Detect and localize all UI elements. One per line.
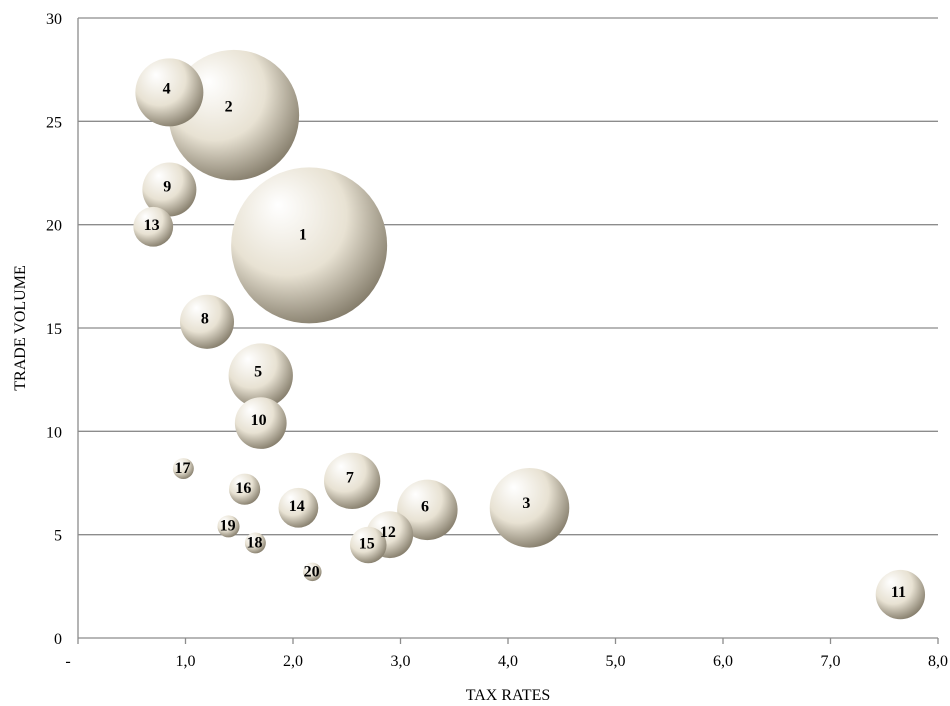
y-tick-label: 10 bbox=[46, 424, 62, 441]
y-tick-label: 15 bbox=[46, 321, 62, 338]
x-tick-label: - bbox=[65, 653, 70, 670]
bubble-label-17: 17 bbox=[175, 460, 191, 477]
x-tick-label: 2,0 bbox=[283, 653, 303, 670]
bubble-label-14: 14 bbox=[289, 498, 305, 515]
x-tick-label: 8,0 bbox=[928, 653, 948, 670]
bubble-13 bbox=[133, 206, 174, 247]
bubble-label-8: 8 bbox=[201, 311, 209, 328]
bubble-label-1: 1 bbox=[299, 227, 307, 244]
bubble-17 bbox=[172, 458, 194, 479]
bubble-1 bbox=[231, 167, 388, 324]
bubble-10 bbox=[234, 397, 287, 449]
x-tick-label: 7,0 bbox=[821, 653, 841, 670]
bubble-label-11: 11 bbox=[891, 584, 906, 601]
bubble-3 bbox=[489, 468, 570, 548]
bubble-label-15: 15 bbox=[359, 535, 375, 552]
bubble-label-20: 20 bbox=[304, 563, 320, 580]
bubble-label-7: 7 bbox=[346, 470, 354, 487]
bubble-6 bbox=[397, 479, 458, 541]
bubble-19 bbox=[217, 515, 240, 538]
bubble-20 bbox=[303, 562, 322, 582]
bubble-label-13: 13 bbox=[144, 217, 160, 234]
bubble-label-9: 9 bbox=[163, 178, 171, 195]
bubble-label-18: 18 bbox=[247, 534, 263, 551]
bubble-label-5: 5 bbox=[254, 364, 262, 381]
x-tick-label: 5,0 bbox=[606, 653, 626, 670]
y-tick-label: 0 bbox=[54, 631, 62, 648]
x-tick-label: 3,0 bbox=[391, 653, 411, 670]
bubble-7 bbox=[324, 452, 381, 510]
x-axis-title: TAX RATES bbox=[466, 687, 551, 704]
x-tick-label: 6,0 bbox=[713, 653, 733, 670]
bubble-label-3: 3 bbox=[522, 495, 530, 512]
bubble-label-16: 16 bbox=[235, 480, 251, 497]
bubble-11 bbox=[875, 569, 926, 620]
y-tick-label: 25 bbox=[46, 114, 62, 131]
bubble-9 bbox=[142, 162, 197, 217]
x-tick-label: 4,0 bbox=[498, 653, 518, 670]
bubble-18 bbox=[244, 532, 266, 554]
y-tick-label: 5 bbox=[54, 528, 62, 545]
bubble-15 bbox=[349, 526, 387, 564]
bubble-5 bbox=[228, 343, 293, 408]
y-axis-title: TRADE VOLUME bbox=[12, 265, 29, 390]
bubble-label-4: 4 bbox=[163, 80, 171, 97]
bubble-label-12: 12 bbox=[380, 524, 396, 541]
bubble-label-19: 19 bbox=[220, 518, 236, 535]
bubble-label-6: 6 bbox=[421, 498, 429, 515]
y-tick-label: 30 bbox=[46, 11, 62, 28]
bubble-8 bbox=[179, 294, 235, 349]
x-tick-label: 1,0 bbox=[176, 653, 196, 670]
bubble-16 bbox=[229, 473, 261, 505]
bubble-14 bbox=[278, 487, 319, 528]
bubble-4 bbox=[135, 58, 204, 127]
bubble-label-2: 2 bbox=[225, 98, 233, 115]
y-tick-label: 20 bbox=[46, 218, 62, 235]
bubble-label-10: 10 bbox=[251, 412, 267, 429]
